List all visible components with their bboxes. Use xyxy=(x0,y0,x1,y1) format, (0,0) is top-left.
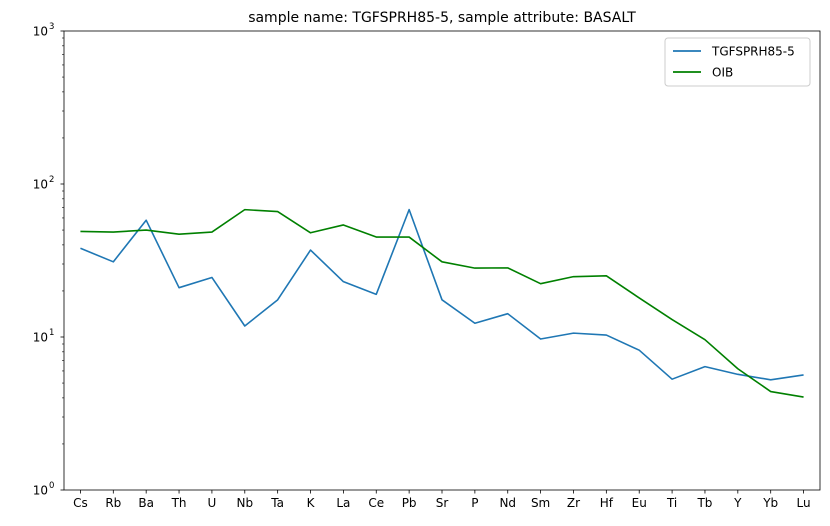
x-tick-label: Th xyxy=(171,496,187,510)
x-tick-label: La xyxy=(336,496,350,510)
x-tick-label: K xyxy=(307,496,316,510)
y-tick-exponent: 2 xyxy=(49,175,54,185)
y-tick-label: 10 xyxy=(33,178,48,192)
x-tick-label: Y xyxy=(733,496,742,510)
x-tick-label: Sm xyxy=(531,496,550,510)
y-tick-exponent: 0 xyxy=(49,481,54,491)
x-tick-label: Yb xyxy=(762,496,778,510)
x-tick-label: Nb xyxy=(236,496,253,510)
legend-box xyxy=(664,37,811,87)
x-tick-label: Eu xyxy=(632,496,647,510)
series-line-1 xyxy=(80,208,804,398)
x-tick-label: Ce xyxy=(368,496,384,510)
x-tick-label: Ta xyxy=(270,496,284,510)
x-tick-label: Zr xyxy=(567,496,580,510)
legend: TGFSPRH85-5 OIB xyxy=(664,37,811,87)
x-tick-label: Ti xyxy=(666,496,677,510)
x-tick-label: U xyxy=(208,496,217,510)
x-tick-label: Nd xyxy=(499,496,516,510)
series-layer xyxy=(80,208,804,398)
x-tick-label: Hf xyxy=(600,496,614,510)
x-axis: Cs Rb Ba Th U Nb Ta K La Ce Pb Sr P Nd Sm Zr Hf Eu Ti Tb Y Yb… xyxy=(73,490,811,510)
y-tick-exponent: 1 xyxy=(49,328,54,338)
x-tick-label: Sr xyxy=(436,496,449,510)
x-tick-label: Cs xyxy=(73,496,88,510)
x-tick-label: Lu xyxy=(797,496,811,510)
series-line-0 xyxy=(80,208,804,381)
x-tick-label: P xyxy=(471,496,478,510)
x-tick-label: Rb xyxy=(105,496,121,510)
chart-title: sample name: TGFSPRH85-5, sample attribu… xyxy=(248,10,636,26)
y-tick-label: 10 xyxy=(33,25,48,39)
legend-label: OIB xyxy=(712,66,733,80)
x-tick-label: Pb xyxy=(402,496,417,510)
x-tick-label: Tb xyxy=(696,496,712,510)
y-tick-label: 10 xyxy=(33,484,48,498)
y-tick-label: 10 xyxy=(33,331,48,345)
y-tick-exponent: 3 xyxy=(49,22,54,32)
legend-label: TGFSPRH85-5 xyxy=(711,45,795,59)
x-tick-label: Ba xyxy=(138,496,154,510)
plot-frame xyxy=(63,30,821,491)
